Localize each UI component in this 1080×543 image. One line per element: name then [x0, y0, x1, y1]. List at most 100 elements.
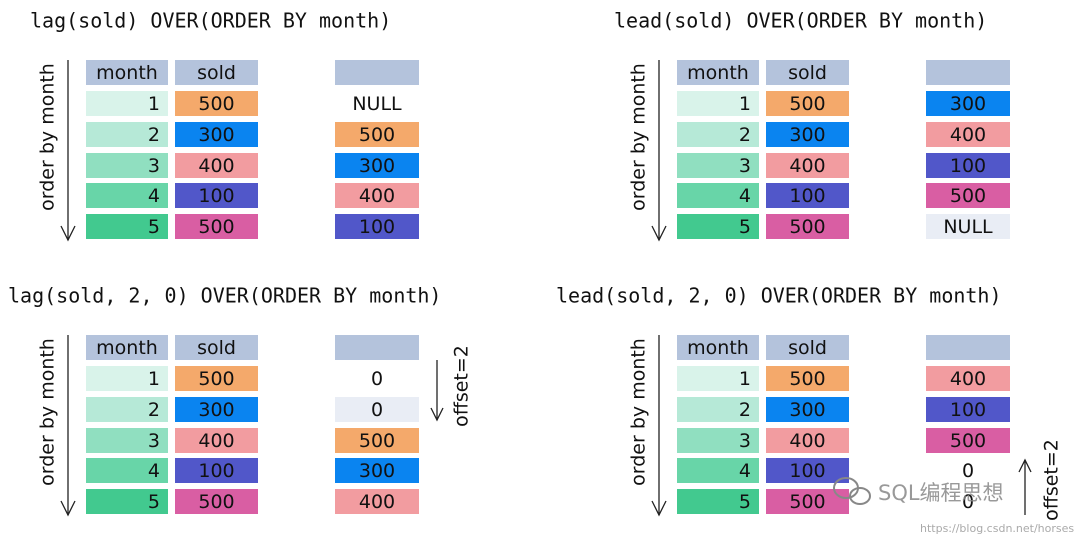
month-value: 4 [148, 185, 160, 207]
result-cell [335, 366, 419, 391]
sold-value: 400 [789, 155, 825, 177]
month-value: 1 [148, 93, 160, 115]
sold-value: 500 [789, 368, 825, 390]
sold-value: 500 [789, 93, 825, 115]
result-cell [926, 183, 1010, 208]
month-value: 2 [148, 399, 160, 421]
sold-cell [766, 397, 849, 422]
month-value: 2 [739, 124, 751, 146]
sold-cell [766, 153, 849, 178]
header-cell [677, 60, 759, 85]
month-value: 5 [148, 216, 160, 238]
sold-cell [766, 428, 849, 453]
result-value: 0 [962, 460, 974, 482]
sold-value: 400 [198, 155, 234, 177]
month-value: 3 [148, 430, 160, 452]
sold-cell [175, 428, 258, 453]
result-cell [335, 122, 419, 147]
watermark-logo [833, 477, 871, 505]
sold-value: 100 [789, 460, 825, 482]
month-cell [677, 214, 759, 239]
sold-cell [175, 122, 258, 147]
month-cell [86, 153, 168, 178]
month-cell [677, 366, 759, 391]
result-value: 0 [962, 491, 974, 513]
month-value: 3 [739, 430, 751, 452]
header-cell [766, 335, 849, 360]
result-value: 0 [371, 399, 383, 421]
result-cell [926, 397, 1010, 422]
month-cell [677, 458, 759, 483]
result-cell [926, 91, 1010, 116]
month-cell [677, 91, 759, 116]
result-header [335, 335, 419, 360]
sold-value: 300 [789, 124, 825, 146]
panel-title: lag(sold) OVER(ORDER BY month) [30, 9, 391, 33]
month-value: 1 [739, 93, 751, 115]
month-cell [677, 489, 759, 514]
result-value: 500 [359, 430, 395, 452]
sold-value: 500 [198, 368, 234, 390]
header-label: sold [197, 62, 236, 84]
result-cell [335, 91, 419, 116]
month-cell [86, 458, 168, 483]
month-cell [86, 397, 168, 422]
result-cell [335, 458, 419, 483]
offset-arrow-head [1018, 458, 1032, 473]
sold-value: 400 [789, 430, 825, 452]
result-cell [335, 489, 419, 514]
order-arrow-head [651, 500, 667, 517]
month-cell [677, 153, 759, 178]
result-value: 300 [359, 460, 395, 482]
sold-cell [175, 91, 258, 116]
month-value: 3 [148, 155, 160, 177]
panel: lead(sold) OVER(ORDER BY month) order by … [614, 9, 1010, 242]
sold-value: 500 [789, 491, 825, 513]
result-cell [926, 428, 1010, 453]
result-cell [926, 153, 1010, 178]
sold-cell [766, 183, 849, 208]
panel: lead(sold, 2, 0) OVER(ORDER BY month) ord… [556, 284, 1063, 521]
month-cell [677, 183, 759, 208]
sold-value: 300 [789, 399, 825, 421]
offset-arrow-head [430, 407, 444, 422]
result-cell [926, 489, 1010, 514]
header-cell [677, 335, 759, 360]
result-cell [926, 458, 1010, 483]
result-header [926, 60, 1010, 85]
sold-cell [175, 489, 258, 514]
panel-title: lead(sold, 2, 0) OVER(ORDER BY month) [556, 284, 1002, 308]
sold-cell [175, 458, 258, 483]
sold-cell [766, 366, 849, 391]
month-value: 4 [739, 185, 751, 207]
header-cell [86, 335, 168, 360]
order-arrow-head [651, 225, 667, 242]
result-value: NULL [943, 216, 993, 238]
sold-cell [766, 458, 849, 483]
result-cell [926, 122, 1010, 147]
result-cell [335, 397, 419, 422]
result-cell [335, 153, 419, 178]
header-label: month [96, 337, 158, 359]
sold-cell [766, 91, 849, 116]
sold-value: 100 [789, 185, 825, 207]
result-value: 300 [950, 93, 986, 115]
month-value: 2 [148, 124, 160, 146]
header-cell [175, 335, 258, 360]
result-value: NULL [352, 93, 402, 115]
header-label: month [687, 62, 749, 84]
result-cell [926, 366, 1010, 391]
offset-label: offset=2 [451, 345, 473, 427]
result-header [335, 60, 419, 85]
axis-label: order by month [628, 63, 650, 211]
header-label: sold [788, 62, 827, 84]
month-cell [86, 183, 168, 208]
offset-label: offset=2 [1041, 439, 1063, 521]
sold-value: 500 [789, 216, 825, 238]
month-cell [86, 489, 168, 514]
header-cell [86, 60, 168, 85]
month-value: 2 [739, 399, 751, 421]
sold-cell [766, 122, 849, 147]
header-cell [766, 60, 849, 85]
